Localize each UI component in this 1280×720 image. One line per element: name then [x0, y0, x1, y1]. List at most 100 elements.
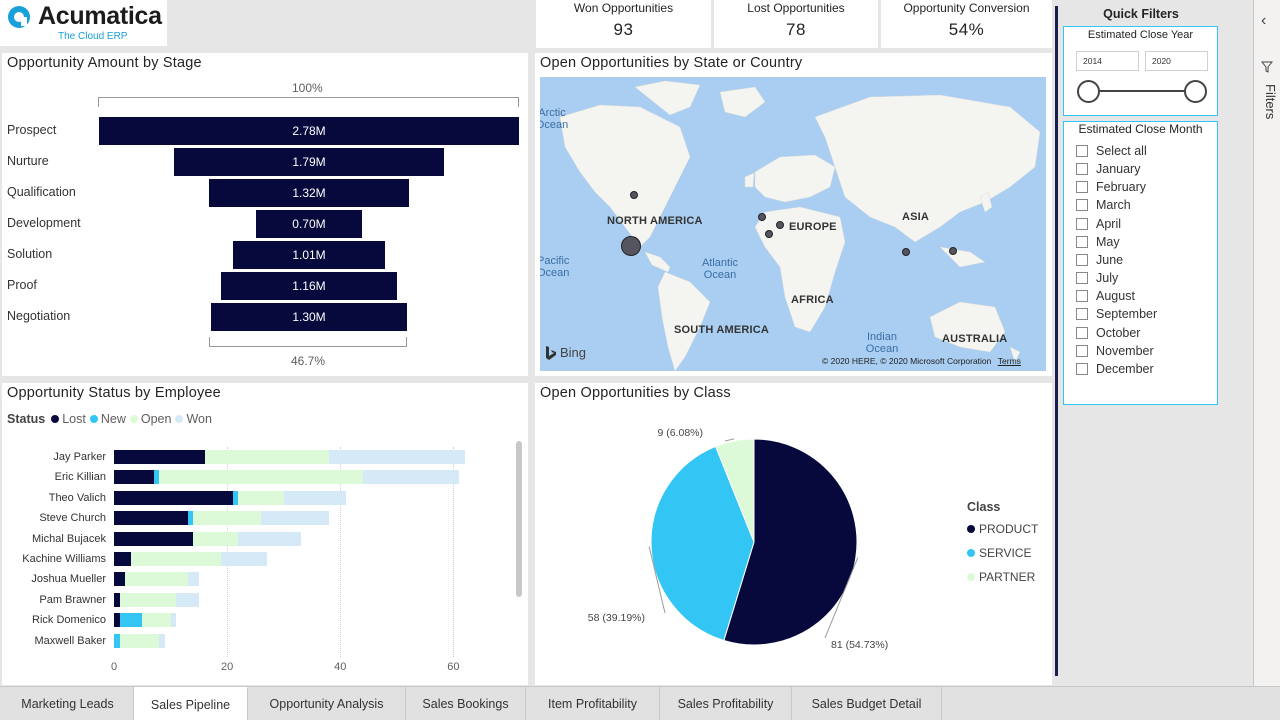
legend-lost[interactable]: Lost — [51, 412, 86, 426]
tab-marketing-leads[interactable]: Marketing Leads — [2, 687, 134, 720]
bar-segment-open[interactable] — [159, 470, 363, 485]
pie-slice-service[interactable] — [650, 445, 755, 642]
bar-segment-open[interactable] — [193, 531, 239, 546]
class-panel[interactable]: Open Opportunities by Class 81 (54.73%) 5… — [535, 383, 1052, 685]
funnel-bar[interactable]: 1.79M — [173, 148, 445, 176]
map-point[interactable] — [949, 247, 957, 255]
bar-segment-lost[interactable] — [114, 490, 233, 505]
month-option[interactable]: May — [1076, 235, 1120, 249]
bar-segment-new[interactable] — [153, 470, 160, 485]
pie-slice-partner[interactable] — [714, 438, 755, 543]
terms-link[interactable]: Terms — [997, 356, 1021, 366]
map-point[interactable] — [902, 248, 910, 256]
month-option[interactable]: January — [1076, 162, 1140, 176]
tab-sales-budget-detail[interactable]: Sales Budget Detail — [792, 687, 942, 720]
bar-segment-open[interactable] — [119, 592, 177, 607]
checkbox[interactable] — [1076, 163, 1088, 176]
checkbox[interactable] — [1076, 362, 1088, 375]
bar-segment-new[interactable] — [114, 633, 120, 648]
checkbox[interactable] — [1076, 145, 1088, 157]
tab-sales-profitability[interactable]: Sales Profitability — [660, 687, 792, 720]
bar-segment-lost[interactable] — [114, 552, 131, 566]
filters-pane-label[interactable]: Filters — [1263, 84, 1278, 120]
year-from-input[interactable]: 2014 — [1076, 51, 1139, 71]
map-point[interactable] — [776, 221, 784, 229]
year-slider-handle-start[interactable] — [1077, 80, 1100, 103]
funnel-bar[interactable]: 1.32M — [209, 179, 409, 207]
filters-pane[interactable]: ‹ Filters — [1253, 0, 1280, 686]
status-panel[interactable]: Opportunity Status by Employee Status Lo… — [2, 383, 528, 685]
bar-segment-open[interactable] — [125, 572, 188, 587]
bar-segment-won[interactable] — [261, 511, 329, 526]
bar-segment-open[interactable] — [238, 490, 284, 505]
checkbox[interactable] — [1076, 344, 1088, 357]
bar-segment-new[interactable] — [232, 490, 239, 505]
class-legend-item[interactable]: SERVICE — [967, 546, 1038, 560]
checkbox[interactable] — [1076, 290, 1088, 303]
collapse-chevron-icon[interactable]: ‹ — [1261, 12, 1267, 29]
status-scrollbar[interactable] — [516, 441, 522, 597]
month-option[interactable]: December — [1076, 362, 1154, 376]
legend-won[interactable]: Won — [175, 412, 212, 426]
map-point[interactable] — [621, 236, 641, 256]
month-option[interactable]: March — [1076, 198, 1131, 212]
month-option[interactable]: Select all — [1076, 144, 1147, 158]
bar-segment-won[interactable] — [159, 633, 165, 648]
map-panel[interactable]: Open Opportunities by State or Country A… — [535, 53, 1052, 376]
bar-segment-open[interactable] — [130, 552, 222, 566]
bar-segment-won[interactable] — [238, 531, 301, 546]
year-slicer[interactable]: Estimated Close Year 2014 2020 — [1063, 26, 1218, 116]
bar-segment-won[interactable] — [170, 613, 177, 628]
bar-segment-open[interactable] — [142, 613, 171, 628]
bar-segment-lost[interactable] — [114, 613, 120, 628]
month-option[interactable]: April — [1076, 217, 1121, 231]
bar-segment-open[interactable] — [119, 633, 160, 648]
month-option[interactable]: August — [1076, 289, 1135, 303]
checkbox[interactable] — [1076, 326, 1088, 339]
class-legend-item[interactable]: PARTNER — [967, 570, 1038, 584]
pie-slice-product[interactable] — [723, 438, 858, 646]
map-point[interactable] — [630, 191, 638, 199]
tab-sales-pipeline[interactable]: Sales Pipeline — [134, 687, 248, 720]
bar-segment-lost[interactable] — [114, 572, 126, 587]
checkbox[interactable] — [1076, 272, 1088, 285]
bar-segment-won[interactable] — [328, 450, 465, 464]
year-slider-track[interactable] — [1088, 90, 1196, 92]
bar-segment-lost[interactable] — [114, 450, 205, 464]
checkbox[interactable] — [1076, 181, 1088, 194]
month-option[interactable]: June — [1076, 253, 1123, 267]
map-canvas[interactable]: Arctic Ocean Pacific Ocean Atlantic Ocea… — [540, 77, 1046, 371]
checkbox[interactable] — [1076, 308, 1088, 321]
legend-new[interactable]: New — [89, 412, 126, 426]
legend-open[interactable]: Open — [129, 412, 171, 426]
bar-segment-won[interactable] — [221, 552, 267, 566]
bar-segment-lost[interactable] — [114, 592, 120, 607]
checkbox[interactable] — [1076, 199, 1088, 212]
checkbox[interactable] — [1076, 235, 1088, 248]
class-legend-item[interactable]: PRODUCT — [967, 522, 1038, 536]
class-pie[interactable]: 81 (54.73%) 58 (39.19%) 9 (6.08%) — [535, 383, 1052, 685]
tab-item-profitability[interactable]: Item Profitability — [526, 687, 660, 720]
tab-opportunity-analysis[interactable]: Opportunity Analysis — [248, 687, 406, 720]
tab-sales-bookings[interactable]: Sales Bookings — [406, 687, 526, 720]
month-option[interactable]: September — [1076, 307, 1157, 321]
bar-segment-won[interactable] — [283, 490, 346, 505]
bar-segment-new[interactable] — [187, 511, 194, 526]
funnel-panel[interactable]: Opportunity Amount by Stage 100% 46.7% P… — [2, 53, 528, 376]
funnel-bar[interactable]: 1.30M — [210, 303, 408, 331]
map-point[interactable] — [765, 230, 773, 238]
month-option[interactable]: July — [1076, 271, 1118, 285]
bar-segment-lost[interactable] — [114, 531, 194, 546]
bar-segment-open[interactable] — [193, 511, 262, 526]
bar-segment-open[interactable] — [204, 450, 329, 464]
month-option[interactable]: October — [1076, 326, 1140, 340]
bar-segment-won[interactable] — [362, 470, 460, 485]
funnel-bar[interactable]: 1.01M — [232, 241, 386, 269]
checkbox[interactable] — [1076, 217, 1088, 230]
map-point[interactable] — [758, 213, 766, 221]
bar-segment-new[interactable] — [119, 613, 143, 628]
month-slicer[interactable]: Estimated Close Month Select all January F… — [1063, 121, 1218, 405]
year-slider-handle-end[interactable] — [1184, 80, 1207, 103]
funnel-bar[interactable]: 2.78M — [99, 117, 519, 145]
status-plot[interactable] — [114, 447, 510, 657]
